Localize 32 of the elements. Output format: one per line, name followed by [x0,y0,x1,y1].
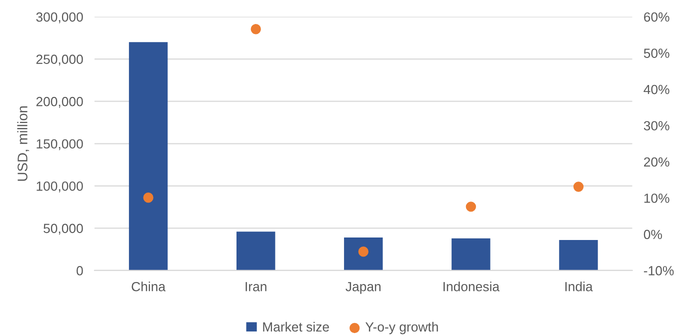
bar [559,240,598,270]
y2-tick-label: 10% [644,194,670,203]
x-tick-label: China [132,282,166,292]
y2-tick-label: 30% [644,121,670,130]
bar [452,238,490,270]
y-tick-label: 150,000 [36,139,83,150]
y2-tick-label: 50% [644,48,670,58]
bar [236,232,276,270]
point [143,192,154,203]
point [466,202,476,212]
y-tick-label: 200,000 [36,96,83,108]
legend-label: Market size [263,322,329,332]
point [250,24,261,34]
y-tick-label: 300,000 [36,12,83,24]
y-tick-label: 0 [76,266,83,276]
y2-tick-label: 0% [644,230,662,240]
y-tick-label: 50,000 [44,224,83,235]
y2-tick-label: 20% [644,157,670,167]
y2-tick-label: 60% [644,12,670,22]
y2-tick-label: 40% [644,84,670,94]
point [573,182,584,192]
y2-tick-label: -10% [644,266,674,276]
x-tick-label: Iran [246,282,266,292]
bar [128,42,168,270]
bar [344,238,383,270]
y-tick-label: 100,000 [36,181,83,192]
y-tick-label: 250,000 [36,54,83,66]
x-tick-label: Indonesia [444,282,500,292]
x-tick-label: India [565,282,593,292]
y-axis-title: USD, million [17,106,30,181]
legend-label: Y-o-y growth [365,322,438,334]
x-tick-label: Japan [346,282,381,294]
